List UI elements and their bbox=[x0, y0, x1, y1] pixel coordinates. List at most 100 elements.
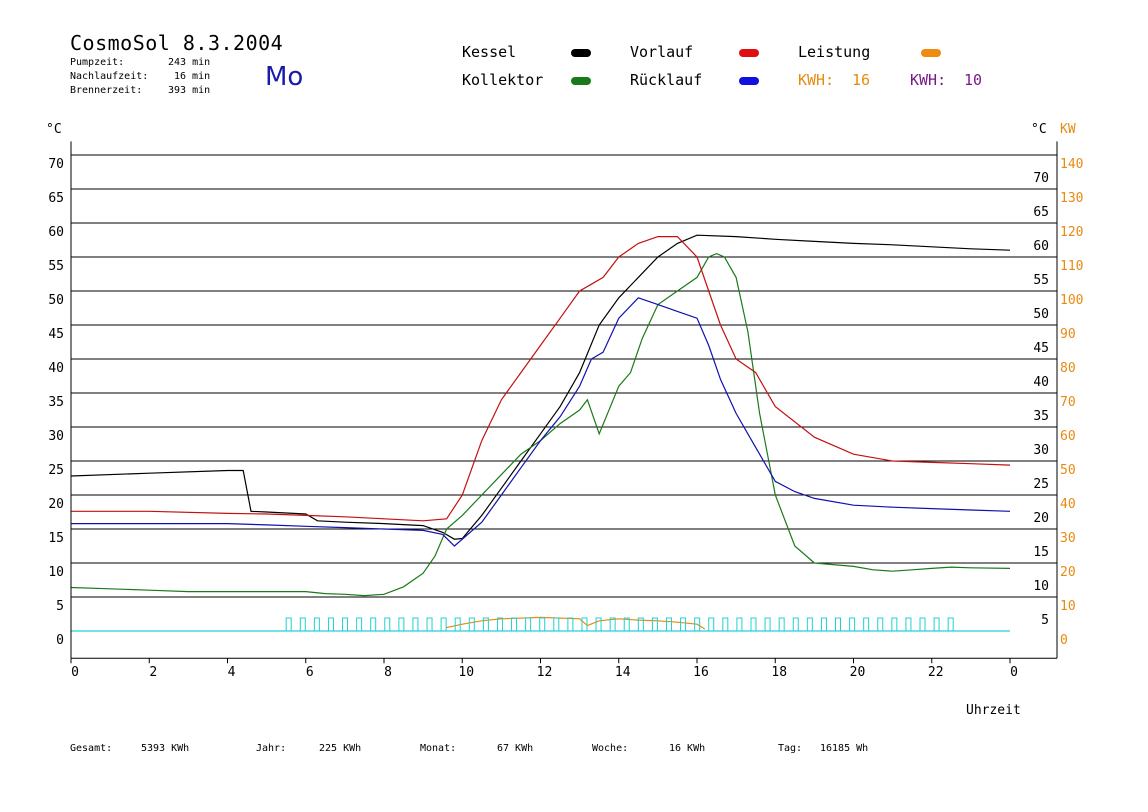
y-tick-label-right-temp: 5 bbox=[1041, 613, 1049, 628]
y-tick-label-left: 35 bbox=[48, 395, 64, 410]
pump-marker bbox=[905, 617, 912, 632]
pump-marker bbox=[581, 617, 588, 632]
gesamt-label: Gesamt: bbox=[70, 743, 113, 754]
y-tick-label-right-power: 110 bbox=[1060, 259, 1083, 274]
monat-label: Monat: bbox=[420, 743, 457, 754]
pump-marker bbox=[356, 617, 363, 632]
pump-marker bbox=[623, 617, 630, 632]
pump-marker bbox=[722, 617, 729, 632]
pump-marker bbox=[764, 617, 771, 632]
pump-marker bbox=[539, 617, 546, 632]
y-tick-label-right-temp: 30 bbox=[1033, 443, 1049, 458]
x-tick-label: 14 bbox=[615, 665, 631, 680]
right-axis-temp-unit: °C bbox=[1031, 122, 1047, 137]
y-tick-label-left: 50 bbox=[48, 293, 64, 308]
pump-marker bbox=[496, 617, 503, 632]
pump-marker bbox=[313, 617, 320, 632]
y-tick-label-right-power: 100 bbox=[1060, 293, 1083, 308]
legend-kwh1-value: 16 bbox=[852, 71, 871, 89]
y-tick-label-right-power: 60 bbox=[1060, 429, 1076, 444]
pump-marker bbox=[778, 617, 785, 632]
y-tick-label-left: 10 bbox=[48, 565, 64, 580]
legend-kwh1-label: KWH: bbox=[798, 71, 835, 89]
pump-marker bbox=[342, 617, 349, 632]
legend-leistung-swatch bbox=[921, 49, 941, 57]
pump-marker bbox=[680, 617, 687, 632]
x-axis-label: Uhrzeit bbox=[966, 703, 1021, 718]
x-tick-label: 12 bbox=[537, 665, 553, 680]
series-line-kessel bbox=[70, 234, 1011, 540]
y-tick-label-right-temp: 40 bbox=[1033, 375, 1049, 390]
pump-marker bbox=[511, 617, 518, 632]
left-axis-unit: °C bbox=[46, 122, 62, 137]
x-tick-label: 18 bbox=[771, 665, 787, 680]
y-tick-label-right-power: 20 bbox=[1060, 565, 1076, 580]
y-tick-label-left: 45 bbox=[48, 327, 64, 342]
legend-ruecklauf-swatch bbox=[739, 77, 759, 85]
pump-marker bbox=[665, 617, 672, 632]
pump-activity-markers bbox=[71, 617, 1010, 632]
pumpzeit-label: Pumpzeit: bbox=[70, 57, 125, 68]
pump-marker bbox=[299, 617, 306, 632]
legend-vorlauf-swatch bbox=[739, 49, 759, 57]
pump-marker bbox=[863, 617, 870, 632]
pump-marker bbox=[891, 617, 898, 632]
legend-kwh2-label: KWH: bbox=[910, 71, 947, 89]
series-line-kollektor bbox=[70, 252, 1011, 597]
pump-marker bbox=[553, 617, 560, 632]
series-line-leistung bbox=[446, 616, 706, 630]
y-tick-label-right-power: 70 bbox=[1060, 395, 1076, 410]
y-tick-label-left: 30 bbox=[48, 429, 64, 444]
pump-marker bbox=[440, 617, 447, 632]
axes: 0510152025303540455055606570510152025303… bbox=[48, 141, 1083, 680]
series-line-vorlauf bbox=[71, 236, 1011, 522]
legend-kwh2-value: 10 bbox=[964, 71, 983, 89]
pump-marker bbox=[285, 617, 292, 632]
pump-marker bbox=[877, 617, 884, 632]
y-tick-label-right-power: 120 bbox=[1060, 225, 1083, 240]
pump-marker bbox=[933, 617, 940, 632]
x-tick-label: 20 bbox=[850, 665, 866, 680]
pump-marker bbox=[919, 617, 926, 632]
x-tick-label: 2 bbox=[149, 665, 157, 680]
legend-ruecklauf-label: Rücklauf bbox=[630, 71, 703, 89]
pump-marker bbox=[468, 617, 475, 632]
y-tick-label-right-temp: 10 bbox=[1033, 579, 1049, 594]
y-tick-label-right-power: 40 bbox=[1060, 497, 1076, 512]
legend-kollektor-swatch bbox=[571, 77, 591, 85]
x-tick-label: 22 bbox=[928, 665, 944, 680]
woche-label: Woche: bbox=[592, 743, 629, 754]
woche-value: 16 KWh bbox=[669, 743, 706, 754]
series-lines bbox=[70, 234, 1011, 630]
app-title: CosmoSol 8.3.2004 bbox=[70, 31, 284, 55]
y-tick-label-left: 55 bbox=[48, 259, 64, 274]
grid-lines bbox=[71, 154, 1057, 598]
jahr-value: 225 KWh bbox=[319, 743, 362, 754]
brennerzeit-value: 393 min bbox=[168, 85, 211, 96]
y-tick-label-left: 65 bbox=[48, 191, 64, 206]
x-tick-label: 6 bbox=[306, 665, 314, 680]
y-tick-label-right-power: 0 bbox=[1060, 633, 1068, 648]
x-tick-label: 0 bbox=[1010, 665, 1018, 680]
pump-marker bbox=[806, 617, 813, 632]
pump-marker bbox=[595, 617, 602, 632]
pump-marker bbox=[694, 617, 701, 632]
y-tick-label-right-power: 80 bbox=[1060, 361, 1076, 376]
weekday-label: Mo bbox=[265, 62, 304, 92]
pumpzeit-value: 243 min bbox=[168, 57, 211, 68]
y-tick-label-left: 70 bbox=[48, 157, 64, 172]
tag-label: Tag: bbox=[778, 743, 803, 754]
y-tick-label-right-temp: 60 bbox=[1033, 239, 1049, 254]
y-tick-label-right-power: 130 bbox=[1060, 191, 1083, 206]
pump-marker bbox=[384, 617, 391, 632]
y-tick-label-right-temp: 35 bbox=[1033, 409, 1049, 424]
legend-vorlauf-label: Vorlauf bbox=[630, 43, 694, 61]
y-tick-label-right-power: 50 bbox=[1060, 463, 1076, 478]
y-tick-label-right-temp: 65 bbox=[1033, 205, 1049, 220]
pump-marker bbox=[454, 617, 461, 632]
pump-marker bbox=[327, 617, 334, 632]
y-tick-label-right-temp: 25 bbox=[1033, 477, 1049, 492]
pump-marker bbox=[736, 617, 743, 632]
y-tick-label-left: 60 bbox=[48, 225, 64, 240]
y-tick-label-right-temp: 15 bbox=[1033, 545, 1049, 560]
